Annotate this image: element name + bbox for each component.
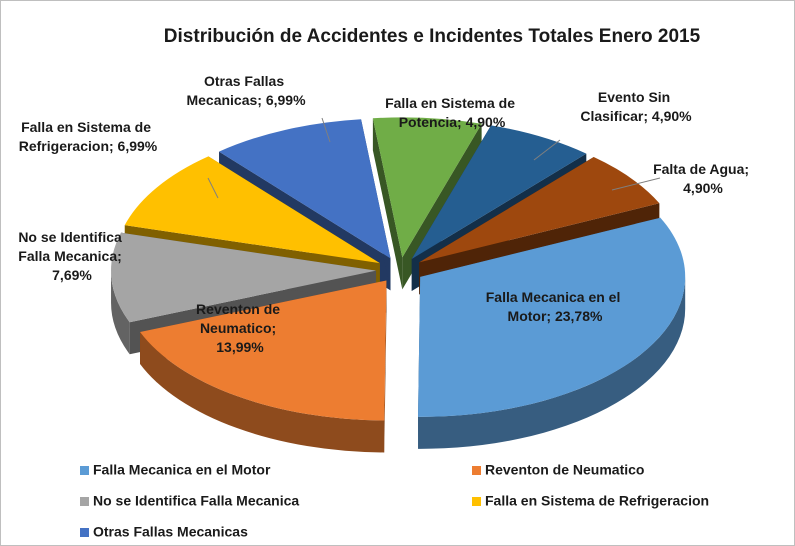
slice <box>419 157 660 263</box>
slice-wall <box>418 276 686 449</box>
slice <box>411 125 587 259</box>
data-labels: Falla Mecanica en el Motor; 23,78% Revent… <box>18 73 753 355</box>
data-label: Reventon de Neumatico; 13,99% <box>196 301 284 355</box>
chart-title: Distribución de Accidentes e Incidentes … <box>164 26 701 47</box>
legend-label: Otras Fallas Mecanicas <box>93 524 248 540</box>
pie <box>111 117 686 453</box>
slice <box>418 217 686 417</box>
legend-swatch <box>472 497 481 506</box>
data-label: Falta de Agua; 4,90% <box>653 161 753 196</box>
leader-line <box>321 117 331 143</box>
leader-line <box>611 177 661 191</box>
slice <box>140 280 387 421</box>
leader-line <box>533 139 561 161</box>
slice-wall <box>111 270 130 355</box>
data-label: Evento Sin Clasificar; 4,90% <box>580 89 692 124</box>
legend-swatch <box>80 466 89 475</box>
data-label: Otras Fallas Mecanicas; 6,99% <box>186 73 306 108</box>
data-label: Falla Mecanica en el Motor; 23,78% <box>486 289 625 324</box>
data-label: Falla en Sistema de Refrigeracion; 6,99% <box>19 119 158 154</box>
legend-label: No se Identifica Falla Mecanica <box>93 493 299 509</box>
legend-label: Falla Mecanica en el Motor <box>93 462 271 478</box>
slice-side <box>372 118 403 290</box>
slice <box>372 117 482 258</box>
slice <box>111 232 377 323</box>
data-label: No se Identifica Falla Mecanica; 7,69% <box>18 229 125 283</box>
legend-label: Falla en Sistema de Refrigeracion <box>485 493 709 509</box>
slice-side <box>384 280 387 453</box>
slice-wall <box>140 331 385 453</box>
legend-swatch <box>80 528 89 537</box>
legend-swatch <box>472 466 481 475</box>
slice <box>124 156 380 264</box>
legend-swatch <box>80 497 89 506</box>
leader-line <box>207 177 219 199</box>
data-label: Falla en Sistema de Potencia; 4,90% <box>385 95 519 130</box>
legend-label: Reventon de Neumatico <box>485 462 644 478</box>
slice <box>219 119 391 259</box>
